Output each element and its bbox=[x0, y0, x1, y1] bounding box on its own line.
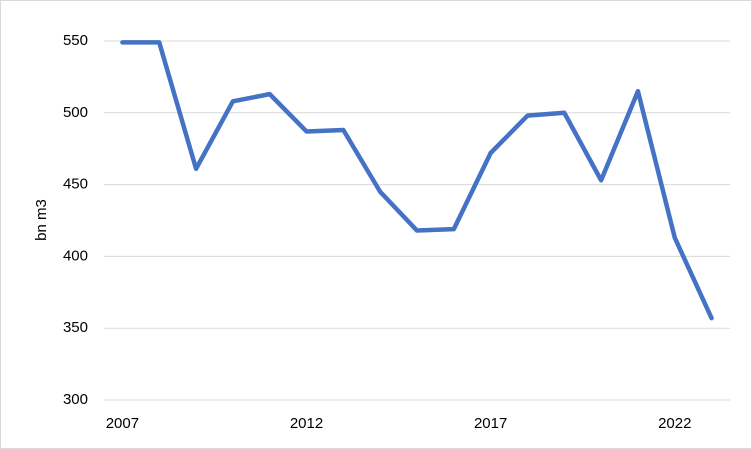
x-tick-label: 2017 bbox=[474, 415, 507, 432]
x-tick-label: 2022 bbox=[658, 415, 691, 432]
y-tick-label: 500 bbox=[63, 104, 88, 121]
y-axis-label: bn m3 bbox=[33, 199, 50, 241]
y-tick-label: 400 bbox=[63, 247, 88, 264]
y-tick-label: 350 bbox=[63, 319, 88, 336]
y-tick-label: 450 bbox=[63, 176, 88, 193]
y-tick-label: 300 bbox=[63, 391, 88, 408]
data-line bbox=[120, 40, 714, 321]
y-tick-label: 550 bbox=[63, 32, 88, 49]
x-tick-label: 2007 bbox=[106, 415, 139, 432]
x-tick-label: 2012 bbox=[290, 415, 323, 432]
